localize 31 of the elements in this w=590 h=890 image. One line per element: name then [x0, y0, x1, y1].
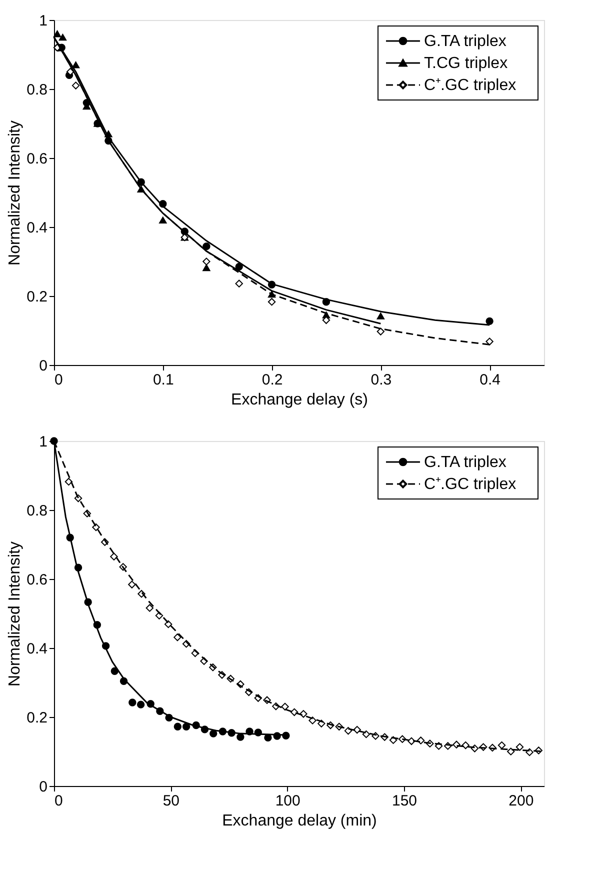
x-tick-label: 0.3 [370, 372, 392, 388]
y-tick-label: 0 [39, 358, 48, 374]
y-axis-title: Normalized Intensity [6, 542, 24, 686]
x-tick-label: 150 [392, 792, 418, 810]
y-tick-label: 0 [39, 778, 48, 796]
y-tick-label: 1 [39, 434, 48, 450]
legend-label: G.TA triplex [424, 454, 506, 471]
y-tick-label: 0.2 [26, 710, 48, 726]
y-tick-label: 0.2 [26, 288, 48, 306]
x-tick-label: 0 [54, 792, 63, 810]
y-tick-label: 0.6 [26, 150, 48, 168]
legend-label: C⁺.GC triplex [424, 476, 516, 493]
y-tick-label: 0.4 [26, 220, 48, 236]
x-axis-title: Exchange delay (s) [231, 392, 368, 408]
x-tick-label: 200 [508, 792, 534, 810]
x-tick-label: 0 [54, 372, 63, 388]
x-tick-label: 0.2 [262, 372, 283, 388]
y-tick-label: 0.8 [26, 82, 48, 98]
x-axis-title: Exchange delay (min) [222, 812, 377, 830]
x-tick-label: 0.1 [152, 372, 174, 388]
y-tick-label: 0.6 [26, 572, 48, 588]
x-tick-label: 100 [275, 792, 300, 810]
x-tick-label: 0.4 [480, 372, 500, 388]
x-tick-label: 50 [162, 792, 180, 810]
y-tick-label: 0.4 [26, 640, 48, 658]
y-tick-label: 0.8 [26, 502, 48, 520]
legend-label: C⁺.GC triplex [424, 77, 516, 94]
legend-label: G.TA triplex [424, 33, 506, 50]
legend-label: T.CG triplex [424, 55, 508, 72]
y-axis-title: Normalized Intensity [6, 120, 24, 266]
y-tick-label: 1 [39, 12, 48, 30]
